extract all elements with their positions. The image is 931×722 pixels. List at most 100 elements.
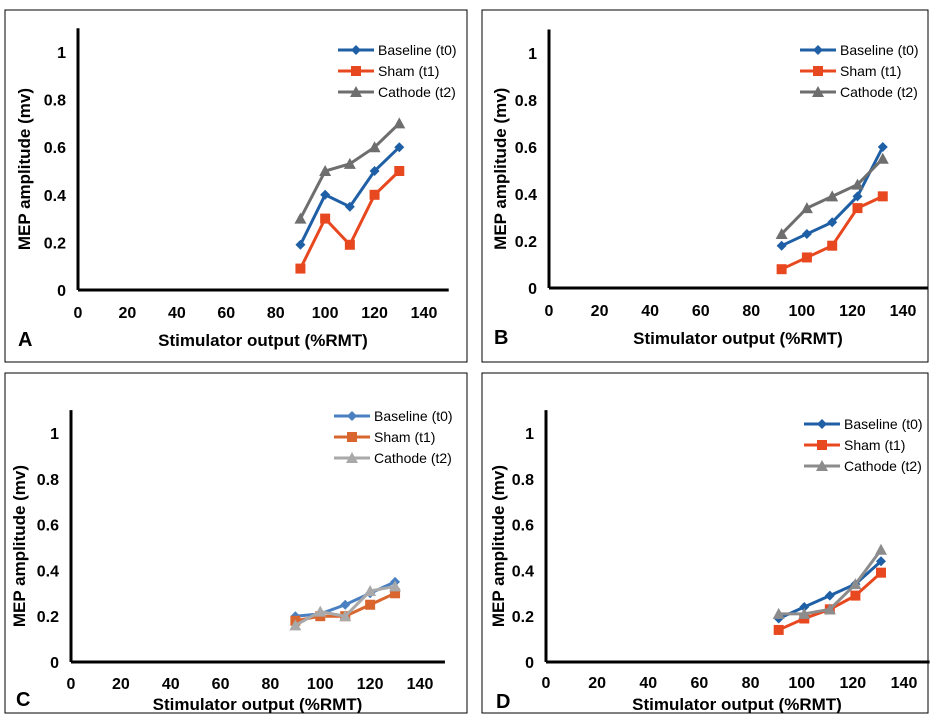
data-point: [852, 191, 863, 202]
data-point: [314, 605, 327, 617]
panel-frame: [4, 372, 468, 714]
x-tick-label: 40: [641, 303, 659, 320]
data-point: [823, 603, 836, 615]
x-tick-label: 20: [591, 303, 609, 320]
chart-panel-c: 0 20 40 60 80 100 120 140 0 0.2 0.4 0.6 0.8 1 Stimulat…: [4, 372, 468, 714]
data-point: [295, 263, 306, 274]
x-tick-label: 100: [312, 305, 339, 322]
legend-marker: [812, 86, 824, 97]
data-point: [775, 227, 788, 239]
x-tick-label: 40: [168, 305, 186, 322]
data-point: [877, 142, 888, 152]
y-tick-label: 0.6: [515, 140, 537, 157]
data-point: [390, 588, 401, 599]
data-point: [826, 190, 839, 202]
legend-label: Sham (t1): [840, 63, 901, 79]
y-tick-label: 1: [57, 45, 66, 62]
data-point: [368, 141, 381, 153]
legend-label: Cathode (t2): [844, 458, 922, 474]
x-tick-label: 100: [789, 303, 816, 320]
data-point: [369, 166, 380, 176]
data-point: [852, 203, 863, 214]
y-axis-title: MEP amplitude (mv): [15, 88, 34, 250]
data-point: [394, 142, 405, 153]
data-point: [798, 607, 811, 619]
chart-panel-d: 0 20 40 60 80 100 120 140 0 0.2 0.4 0.6 0.8 1 Stimulat…: [481, 372, 930, 714]
data-point: [294, 212, 307, 224]
y-axis-title: MEP amplitude (mv): [10, 465, 29, 627]
data-point: [340, 599, 351, 610]
series-2: [295, 166, 405, 274]
legend-marker: [817, 419, 827, 429]
y-tick-label: 0.2: [512, 609, 534, 626]
legend-marker: [351, 66, 361, 76]
x-tick-label: 0: [67, 676, 76, 693]
y-tick-label: 0: [50, 655, 59, 672]
x-tick-label: 0: [74, 305, 83, 322]
legend-label: Sham (t1): [844, 437, 905, 453]
y-tick-label: 1: [528, 46, 537, 63]
data-point: [343, 157, 356, 169]
legend-label: Baseline (t0): [378, 42, 457, 58]
data-point: [772, 607, 785, 619]
y-tick-label: 0: [528, 281, 537, 298]
x-tick-label: 100: [307, 676, 334, 693]
x-tick-label: 80: [742, 675, 760, 692]
x-tick-label: 140: [407, 676, 434, 693]
data-point: [875, 556, 886, 567]
x-tick-label: 20: [588, 675, 606, 692]
data-point: [320, 189, 331, 200]
series-3: [294, 117, 406, 224]
y-tick-label: 0.6: [44, 140, 66, 157]
x-tick-label: 40: [639, 675, 657, 692]
y-tick-label: 0.8: [44, 93, 66, 110]
series-3: [289, 580, 402, 631]
legend-label: Baseline (t0): [840, 42, 919, 58]
legend-marker: [351, 45, 361, 55]
x-tick-label: 80: [742, 303, 760, 320]
y-tick-label: 1: [525, 426, 534, 443]
data-point: [393, 117, 406, 129]
x-axis-title: Stimulator output (%RMT): [158, 331, 368, 350]
x-tick-label: 60: [691, 675, 709, 692]
legend-marker: [813, 45, 823, 55]
data-point: [875, 567, 886, 578]
data-point: [827, 217, 838, 228]
legend-marker: [347, 432, 357, 442]
data-point: [874, 543, 887, 555]
y-tick-label: 0.8: [512, 472, 534, 489]
y-tick-label: 1: [50, 426, 59, 443]
legend: Baseline (t0) Sham (t1) Cathode (t2): [338, 42, 457, 100]
data-point: [824, 590, 835, 601]
data-point: [801, 228, 812, 239]
x-axis-title: Stimulator output (%RMT): [632, 695, 842, 714]
panel-frame: [481, 372, 929, 714]
data-point: [877, 191, 888, 202]
x-tick-label: 20: [112, 676, 130, 693]
data-point: [776, 240, 787, 251]
data-point: [365, 599, 376, 610]
legend: Baseline (t0) Sham (t1) Cathode (t2): [804, 416, 923, 474]
panel-frame: [4, 9, 468, 363]
data-point: [799, 602, 810, 613]
y-axis-title: MEP amplitude (mv): [491, 88, 510, 250]
data-point: [394, 166, 405, 176]
y-tick-label: 0.6: [512, 518, 534, 535]
y-tick-label: 0.4: [37, 563, 59, 580]
y-tick-label: 0: [525, 655, 534, 672]
data-point: [876, 152, 889, 164]
legend-label: Baseline (t0): [374, 408, 453, 424]
data-point: [800, 202, 813, 214]
data-point: [319, 165, 332, 176]
x-tick-label: 80: [267, 305, 285, 322]
y-axis-title: MEP amplitude (mv): [489, 465, 508, 627]
legend-marker: [816, 460, 828, 471]
panel-letter: D: [496, 691, 510, 713]
chart-panel-a: 0 20 40 60 80 100 120 140 0 0.2 0.4 0.6 0.8 1 Stimulat…: [4, 9, 468, 363]
data-point: [364, 585, 377, 597]
data-point: [344, 201, 355, 212]
x-tick-label: 0: [542, 675, 551, 692]
legend-label: Cathode (t2): [840, 84, 918, 100]
x-tick-label: 60: [212, 676, 230, 693]
legend-marker: [346, 452, 358, 463]
